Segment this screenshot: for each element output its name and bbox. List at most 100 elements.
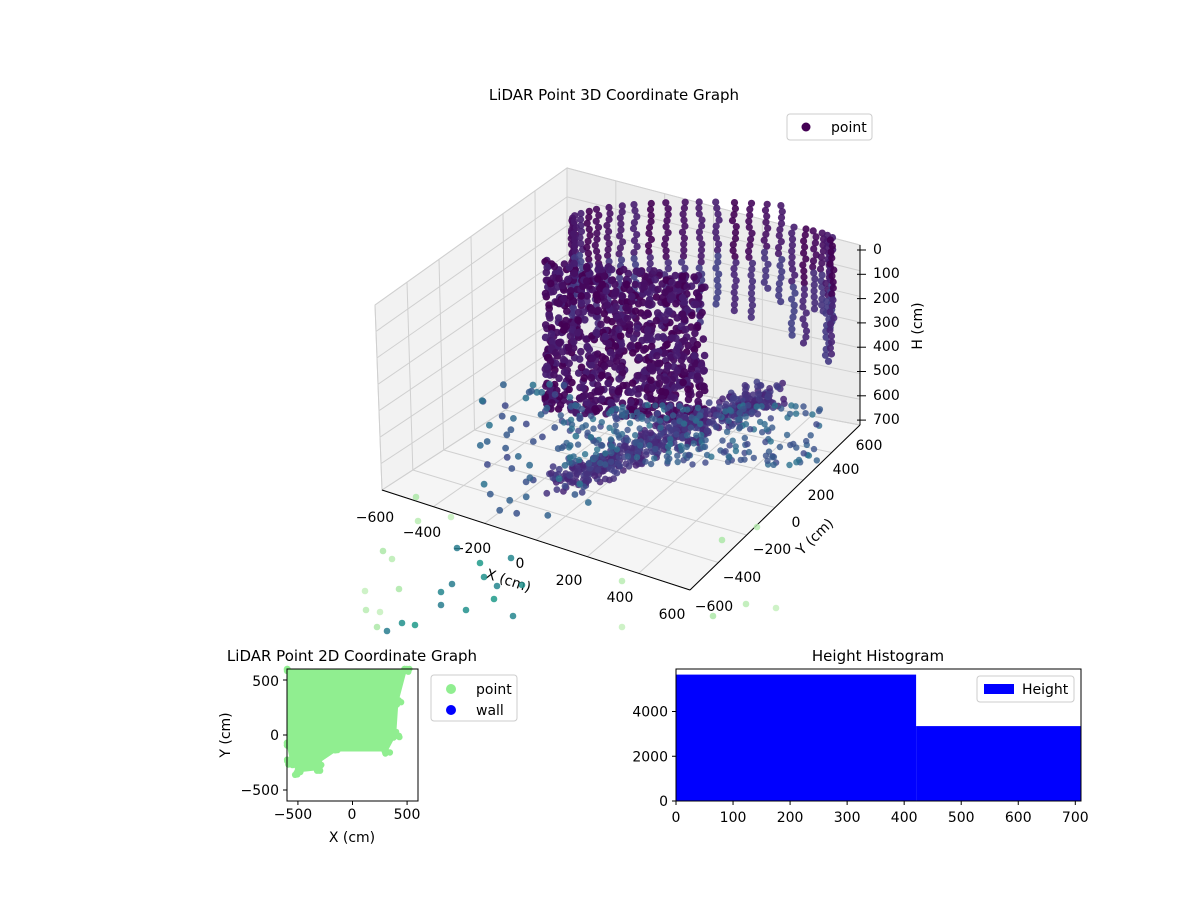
point-3d xyxy=(587,434,595,441)
point-3d xyxy=(679,210,687,218)
point-3d xyxy=(583,219,591,227)
point-3d xyxy=(594,466,602,474)
point-3d xyxy=(661,388,670,397)
z3d-tick-label: 600 xyxy=(873,388,900,404)
point-3d xyxy=(716,412,723,419)
point-3d xyxy=(647,342,656,351)
point-3d xyxy=(748,283,756,291)
point-3d xyxy=(683,443,690,451)
point-3d xyxy=(549,463,557,470)
point-3d xyxy=(786,410,794,418)
point-3d xyxy=(603,301,612,309)
point-3d xyxy=(498,412,506,420)
point-3d xyxy=(611,342,620,350)
point-3d xyxy=(674,341,683,349)
point-3d xyxy=(698,216,706,224)
y3d-tick-label: −600 xyxy=(695,599,733,615)
point-3d xyxy=(755,390,763,398)
point-3d xyxy=(555,475,563,483)
point-3d xyxy=(572,402,579,409)
point-3d xyxy=(750,454,757,462)
point-3d xyxy=(587,391,595,400)
point-3d xyxy=(647,376,655,385)
point-3d xyxy=(800,291,809,299)
point-3d xyxy=(763,242,771,250)
point-3d xyxy=(821,351,830,359)
point-3d xyxy=(667,436,674,443)
point-3d xyxy=(680,368,688,376)
x3d-axis-label: X (cm) xyxy=(484,566,533,596)
point-3d xyxy=(361,587,369,595)
point-3d xyxy=(582,277,591,285)
point-3d xyxy=(776,443,784,451)
histogram-y-tick-label: 2000 xyxy=(632,749,668,765)
point-3d xyxy=(612,422,619,429)
point-3d xyxy=(745,223,753,231)
point-3d xyxy=(588,354,597,363)
point-3d xyxy=(558,281,567,290)
point-3d xyxy=(742,413,749,420)
point-3d xyxy=(567,416,575,423)
point-3d xyxy=(633,324,641,333)
point-3d xyxy=(788,259,796,267)
point-3d xyxy=(788,265,797,273)
legend-3d-box xyxy=(786,113,873,141)
point-3d xyxy=(772,604,780,612)
point-3d xyxy=(647,460,655,468)
z3d-tick-label: 400 xyxy=(873,339,900,355)
point-3d xyxy=(713,204,721,212)
point-3d xyxy=(666,295,675,304)
point-3d xyxy=(697,246,706,254)
point-3d xyxy=(744,394,752,402)
point-3d xyxy=(627,292,636,301)
point-3d xyxy=(769,454,776,461)
point-3d xyxy=(745,217,753,225)
point-3d xyxy=(634,300,643,308)
point-3d xyxy=(562,316,570,325)
point-3d xyxy=(698,431,705,439)
point-3d xyxy=(714,288,722,296)
point-3d xyxy=(654,285,662,294)
point-3d xyxy=(478,397,486,405)
point-3d xyxy=(572,432,580,440)
point-3d xyxy=(747,199,756,207)
point-3d xyxy=(514,453,522,460)
point-3d xyxy=(775,244,783,252)
point-3d xyxy=(541,289,550,298)
z3d-tick-label: 200 xyxy=(873,291,900,307)
point-3d xyxy=(555,274,563,283)
point-3d xyxy=(617,340,626,349)
point-3d xyxy=(616,274,624,282)
point-3d xyxy=(599,442,606,449)
point-3d xyxy=(576,233,584,242)
point-3d xyxy=(529,381,537,389)
point-3d xyxy=(696,234,704,242)
point-3d xyxy=(501,402,509,409)
legend-3d-marker xyxy=(801,122,811,132)
point-3d xyxy=(522,420,530,428)
point-3d xyxy=(591,472,599,480)
point-3d xyxy=(613,428,620,435)
point-3d xyxy=(680,246,688,254)
point-3d xyxy=(710,406,718,414)
point-3d xyxy=(673,431,680,438)
point-3d xyxy=(774,250,783,258)
point-3d xyxy=(688,311,696,320)
point-3d xyxy=(602,287,610,295)
point-3d xyxy=(753,523,761,531)
point-3d xyxy=(826,344,835,352)
point-3d xyxy=(569,478,577,485)
histogram-bar xyxy=(916,726,1081,801)
point-3d xyxy=(582,368,590,376)
point-3d xyxy=(791,289,799,297)
point-3d xyxy=(592,396,600,405)
point-3d xyxy=(607,265,616,274)
point-3d xyxy=(813,421,820,428)
histogram-bars xyxy=(676,674,1081,801)
point-3d xyxy=(778,268,786,276)
point-3d xyxy=(683,432,691,439)
point-3d xyxy=(748,229,756,237)
point-3d xyxy=(624,306,632,315)
point-3d xyxy=(585,213,593,221)
point-3d xyxy=(813,457,820,464)
